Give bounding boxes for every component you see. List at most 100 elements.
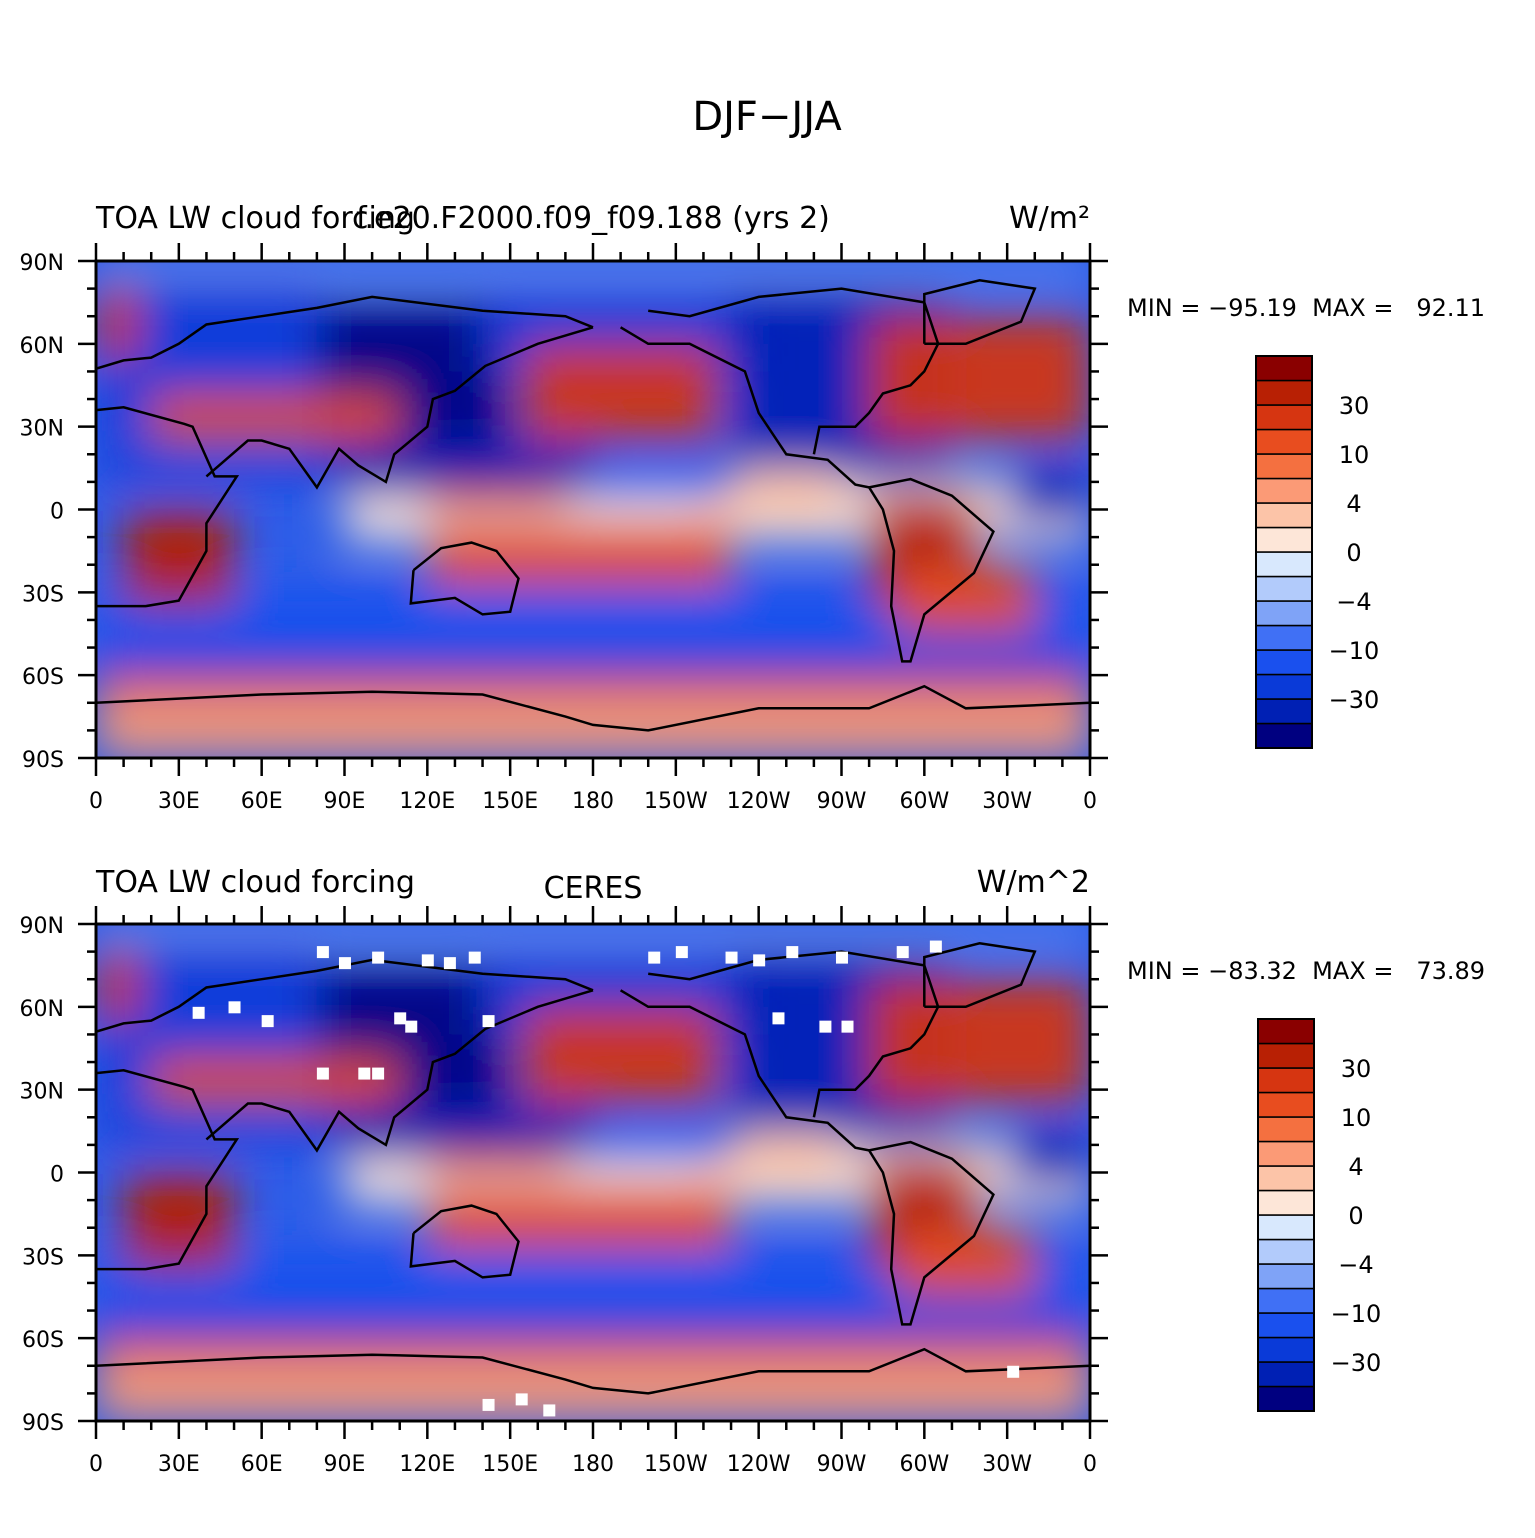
colorbar-label: 10: [1339, 441, 1370, 469]
colorbar-box: [1257, 1287, 1315, 1314]
field-patch: [151, 393, 400, 441]
lon-axis: 0 30E 60E 90E 120E 150E 180 150W 120W 90W 60W 30W 0: [89, 906, 1097, 1477]
field-patch: [896, 564, 1035, 634]
lon-label: 0: [89, 1452, 103, 1477]
panel-model: TOA LW cloud forcing f.e20.F2000.f09_f09…: [20, 201, 1486, 814]
field-patch: [344, 440, 593, 496]
field-patches: [96, 261, 1090, 758]
missing-cell: [648, 951, 661, 964]
missing-cell: [358, 1067, 371, 1080]
lat-label: 60N: [20, 997, 64, 1022]
field-patch: [96, 951, 138, 1021]
colorbar-box: [1255, 624, 1313, 651]
missing-cell: [372, 1067, 385, 1080]
colorbar-box: [1257, 1091, 1315, 1118]
field-patch: [427, 1186, 732, 1250]
panel-obs-min-max: MIN = −83.32 MAX = 73.89: [1127, 957, 1485, 985]
missing-cell: [372, 951, 385, 964]
field-patch: [523, 1006, 718, 1104]
lat-axis: 90N 60N 30N 0 30S 60S 90S: [20, 251, 1108, 773]
missing-cell: [421, 954, 434, 967]
lon-label: 150E: [482, 789, 538, 814]
coastline: [619, 326, 870, 489]
colorbar-label: −30: [1329, 686, 1380, 714]
panel-obs-left-title: TOA LW cloud forcing: [95, 865, 415, 900]
colorbar-label: 4: [1348, 1153, 1363, 1181]
colorbar-box: [1255, 526, 1313, 553]
colorbar-label: −10: [1329, 637, 1380, 665]
field-patch: [96, 288, 138, 358]
map-field-model: [96, 261, 1090, 758]
coastline: [619, 989, 870, 1152]
missing-cell: [482, 1398, 495, 1411]
lon-label: 60E: [241, 789, 283, 814]
panel-obs-center-title: CERES: [544, 871, 643, 906]
panel-model-center-title: f.e20.F2000.f09_f09.188 (yrs 2): [356, 201, 830, 236]
coastline: [96, 684, 1090, 732]
lon-label: 90E: [324, 1452, 366, 1477]
field-patch: [96, 653, 1090, 676]
colorbar-box: [1257, 1263, 1315, 1290]
colorbar-box: [1255, 673, 1313, 700]
lat-label: 30S: [22, 1245, 64, 1270]
colorbar-box: [1257, 1018, 1315, 1045]
colorbar-box: [1257, 1140, 1315, 1167]
colorbar-label: −30: [1331, 1349, 1382, 1377]
colorbar-label: 30: [1341, 1055, 1372, 1083]
field-patch: [427, 1150, 566, 1173]
colorbar-box: [1255, 428, 1313, 455]
lon-label: 60W: [899, 789, 949, 814]
lon-label: 30W: [982, 1452, 1032, 1477]
field-patch: [523, 343, 718, 441]
colorbar-label: 0: [1346, 539, 1361, 567]
missing-cell: [316, 946, 329, 959]
missing-cell: [394, 1012, 407, 1025]
coastline: [868, 1140, 995, 1326]
missing-cell: [896, 946, 909, 959]
lat-label: 60S: [22, 1328, 64, 1353]
missing-cell: [443, 957, 456, 970]
lon-label: 90E: [324, 789, 366, 814]
coastline: [648, 287, 940, 455]
field-patch: [427, 487, 566, 510]
coastline: [923, 942, 1037, 1009]
colorbar-box: [1257, 1067, 1315, 1094]
colorbar-box: [1255, 722, 1313, 749]
coastline: [205, 326, 594, 490]
missing-cell: [841, 1020, 854, 1033]
colorbar-box: [1255, 502, 1313, 529]
missing-cell: [772, 1012, 785, 1025]
lon-label: 180: [572, 1452, 614, 1477]
lon-label: 120W: [727, 1452, 791, 1477]
lon-label: 0: [1083, 1452, 1097, 1477]
colorbar-frame: [1257, 1018, 1315, 1412]
map-field-obs: [96, 924, 1090, 1421]
lon-axis: 0 30E 60E 90E 120E 150E 180 150W 120W 90W 60W 30W 0: [89, 243, 1097, 814]
coastline: [409, 1204, 520, 1279]
field-patch: [896, 1227, 1035, 1297]
field-patch: [344, 1103, 593, 1159]
lat-label: 90N: [20, 251, 64, 276]
field-patch: [96, 924, 1090, 941]
missing-cell: [192, 1006, 205, 1019]
panel-model-left-title: TOA LW cloud forcing: [95, 201, 415, 236]
coastline: [96, 958, 594, 1033]
colorbar-label: −10: [1331, 1300, 1382, 1328]
field-patch: [1007, 468, 1090, 524]
field-patch: [96, 261, 1090, 278]
lon-label: 60E: [241, 1452, 283, 1477]
missing-cell: [468, 951, 481, 964]
coastlines: [96, 279, 1090, 732]
field-patch: [96, 1316, 1090, 1339]
figure-title: DJF−JJA: [692, 94, 842, 140]
panel-model-min-max: MIN = −95.19 MAX = 92.11: [1127, 294, 1485, 322]
colorbar-box: [1255, 404, 1313, 431]
missing-cell: [725, 951, 738, 964]
lon-label: 30W: [982, 789, 1032, 814]
lat-label: 30S: [22, 582, 64, 607]
colorbar-label: −4: [1336, 588, 1371, 616]
missing-cell: [675, 946, 688, 959]
coastline: [409, 541, 520, 616]
field-patch: [123, 509, 235, 607]
colorbar-obs: 30 10 4 0 −4 −10 −30: [1257, 1018, 1382, 1412]
